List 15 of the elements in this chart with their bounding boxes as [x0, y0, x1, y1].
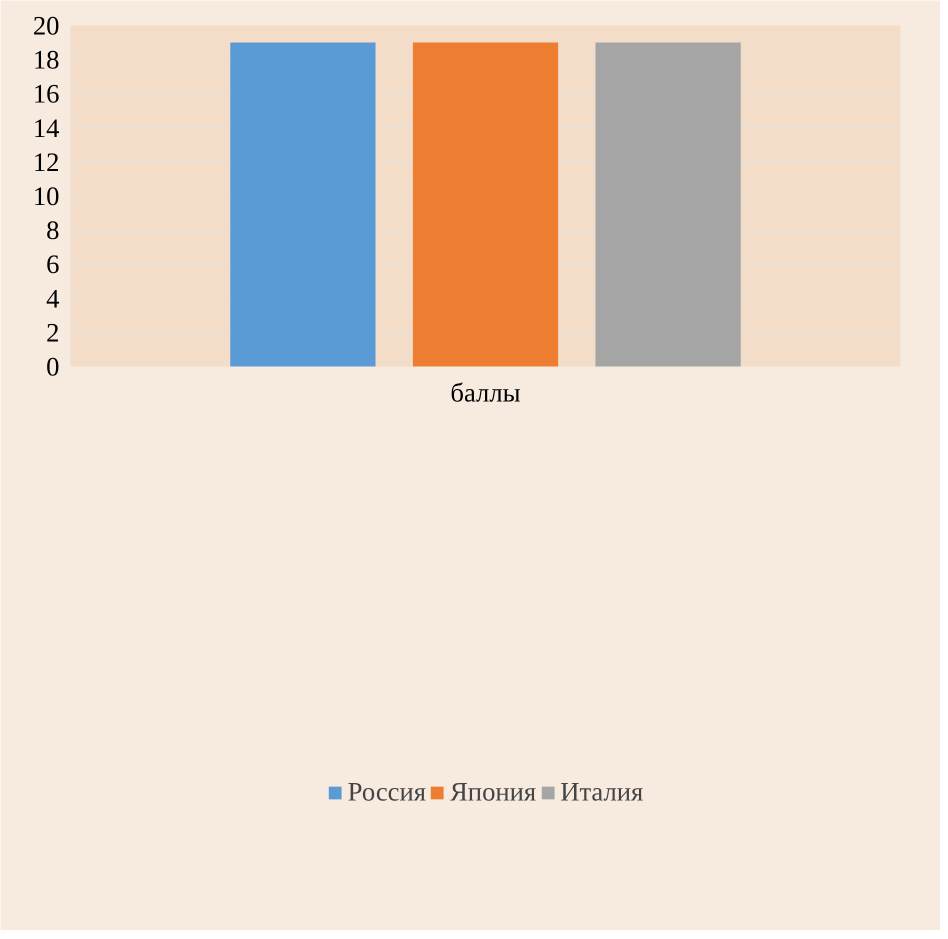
- y-tick-label: 10: [32, 181, 60, 211]
- y-tick-label: 18: [32, 44, 60, 75]
- legend-label: Япония: [450, 776, 536, 808]
- y-tick-label: 16: [32, 78, 60, 109]
- legend-label: Россия: [348, 776, 426, 808]
- y-tick-label: 2: [46, 317, 60, 348]
- x-tick-label: баллы: [450, 378, 521, 408]
- y-tick-label: 4: [46, 283, 60, 314]
- y-tick-label: 8: [46, 215, 60, 246]
- y-tick-label: 20: [32, 10, 60, 40]
- y-tick-label: 6: [46, 249, 60, 280]
- legend-label: Италия: [560, 776, 644, 808]
- y-tick-label: 12: [32, 146, 60, 177]
- y-tick-label: 0: [46, 352, 60, 382]
- y-tick-label: 14: [32, 112, 60, 143]
